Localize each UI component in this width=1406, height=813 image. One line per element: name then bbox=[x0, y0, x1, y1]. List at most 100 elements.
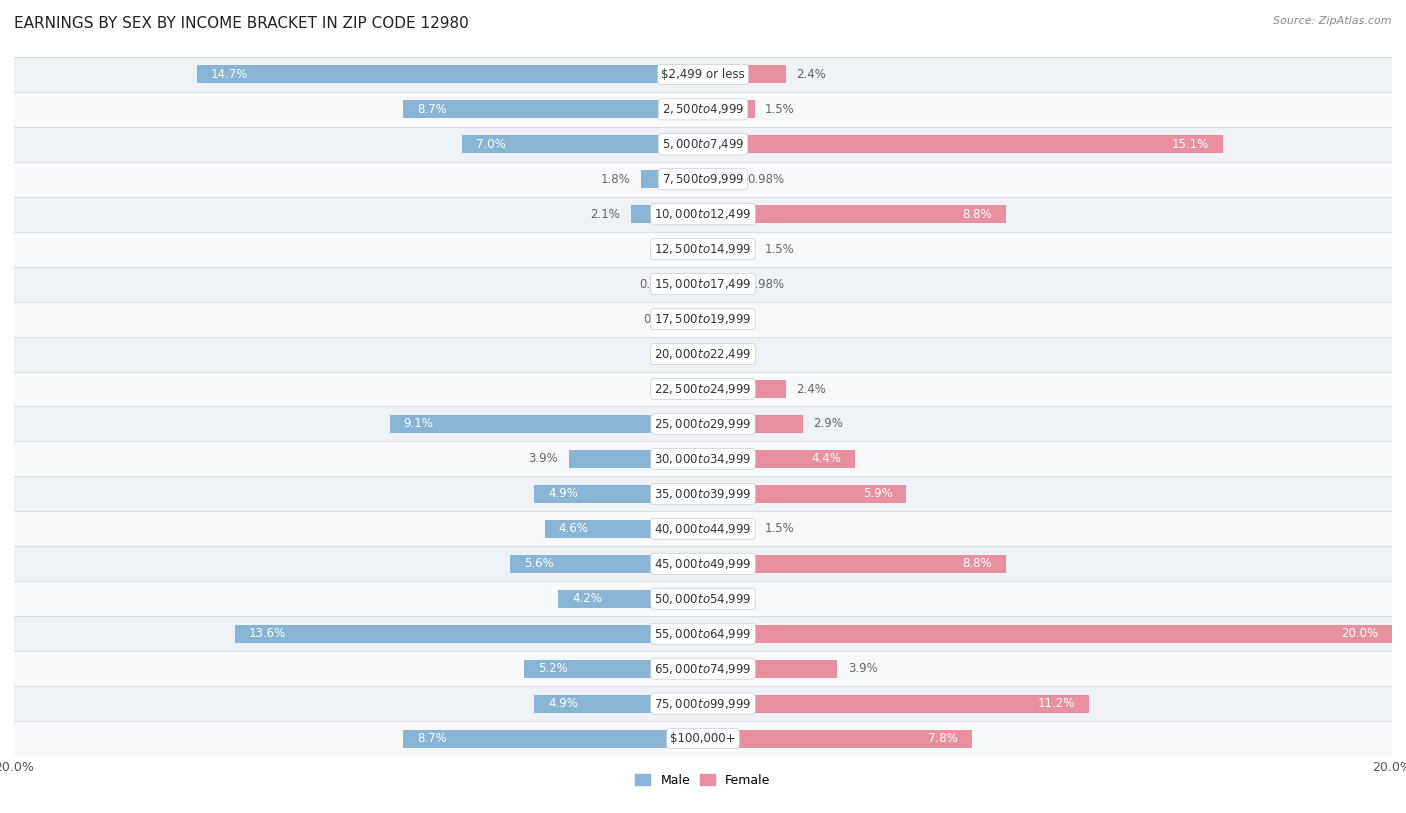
Text: $17,500 to $19,999: $17,500 to $19,999 bbox=[654, 312, 752, 326]
Text: 5.2%: 5.2% bbox=[537, 663, 568, 675]
Bar bbox=[510, 554, 703, 573]
Bar bbox=[703, 170, 737, 189]
Text: 1.5%: 1.5% bbox=[765, 523, 794, 535]
Text: 2.4%: 2.4% bbox=[796, 383, 825, 395]
Text: 8.7%: 8.7% bbox=[418, 733, 447, 745]
Bar bbox=[703, 380, 786, 398]
Bar bbox=[703, 450, 855, 468]
Bar bbox=[703, 624, 1392, 643]
Bar bbox=[703, 240, 755, 259]
Text: 4.9%: 4.9% bbox=[548, 698, 578, 710]
Bar bbox=[703, 205, 1007, 224]
Bar bbox=[14, 476, 1392, 511]
Bar bbox=[534, 694, 703, 713]
Text: 1.8%: 1.8% bbox=[600, 173, 631, 185]
Bar bbox=[14, 372, 1392, 406]
Text: $2,500 to $4,999: $2,500 to $4,999 bbox=[662, 102, 744, 116]
Text: 8.8%: 8.8% bbox=[963, 558, 993, 570]
Bar bbox=[544, 520, 703, 538]
Bar bbox=[14, 232, 1392, 267]
Text: 3.9%: 3.9% bbox=[529, 453, 558, 465]
Text: $25,000 to $29,999: $25,000 to $29,999 bbox=[654, 417, 752, 431]
Text: 1.5%: 1.5% bbox=[765, 103, 794, 115]
Bar bbox=[690, 310, 703, 328]
Bar bbox=[703, 275, 737, 293]
Text: 0.0%: 0.0% bbox=[713, 313, 742, 325]
Bar bbox=[641, 170, 703, 189]
Bar bbox=[703, 520, 755, 538]
Bar bbox=[14, 92, 1392, 127]
Bar bbox=[235, 624, 703, 643]
Text: $40,000 to $44,999: $40,000 to $44,999 bbox=[654, 522, 752, 536]
Bar bbox=[703, 135, 1223, 154]
Bar bbox=[14, 581, 1392, 616]
Text: $10,000 to $12,499: $10,000 to $12,499 bbox=[654, 207, 752, 221]
Bar bbox=[703, 554, 1007, 573]
Text: 7.0%: 7.0% bbox=[475, 138, 505, 150]
Text: $100,000+: $100,000+ bbox=[671, 733, 735, 745]
Text: $30,000 to $34,999: $30,000 to $34,999 bbox=[654, 452, 752, 466]
Bar bbox=[703, 659, 838, 678]
Text: 0.98%: 0.98% bbox=[747, 278, 785, 290]
Text: 4.4%: 4.4% bbox=[811, 453, 841, 465]
Text: 0.35%: 0.35% bbox=[644, 313, 681, 325]
Bar bbox=[703, 415, 803, 433]
Text: EARNINGS BY SEX BY INCOME BRACKET IN ZIP CODE 12980: EARNINGS BY SEX BY INCOME BRACKET IN ZIP… bbox=[14, 16, 468, 31]
Text: $7,500 to $9,999: $7,500 to $9,999 bbox=[662, 172, 744, 186]
Bar bbox=[703, 485, 907, 503]
Bar bbox=[14, 197, 1392, 232]
Text: 0.7%: 0.7% bbox=[638, 278, 669, 290]
Text: 11.2%: 11.2% bbox=[1038, 698, 1076, 710]
Bar bbox=[14, 651, 1392, 686]
Text: $75,000 to $99,999: $75,000 to $99,999 bbox=[654, 697, 752, 711]
Text: $45,000 to $49,999: $45,000 to $49,999 bbox=[654, 557, 752, 571]
Bar bbox=[568, 450, 703, 468]
Bar bbox=[703, 100, 755, 119]
Text: 5.9%: 5.9% bbox=[863, 488, 893, 500]
Text: $20,000 to $22,499: $20,000 to $22,499 bbox=[654, 347, 752, 361]
Bar bbox=[404, 100, 703, 119]
Text: 8.8%: 8.8% bbox=[963, 208, 993, 220]
Text: $50,000 to $54,999: $50,000 to $54,999 bbox=[654, 592, 752, 606]
Bar bbox=[14, 162, 1392, 197]
Bar bbox=[703, 65, 786, 84]
Text: 0.0%: 0.0% bbox=[664, 243, 693, 255]
Bar bbox=[14, 441, 1392, 476]
Text: $5,000 to $7,499: $5,000 to $7,499 bbox=[662, 137, 744, 151]
Bar bbox=[197, 65, 703, 84]
Bar bbox=[524, 659, 703, 678]
Text: $65,000 to $74,999: $65,000 to $74,999 bbox=[654, 662, 752, 676]
Text: 2.4%: 2.4% bbox=[796, 68, 825, 80]
Text: 4.6%: 4.6% bbox=[558, 523, 588, 535]
Bar bbox=[14, 721, 1392, 756]
Bar bbox=[534, 485, 703, 503]
Bar bbox=[14, 511, 1392, 546]
Text: $15,000 to $17,499: $15,000 to $17,499 bbox=[654, 277, 752, 291]
Text: 8.7%: 8.7% bbox=[418, 103, 447, 115]
Bar bbox=[14, 127, 1392, 162]
Bar bbox=[461, 135, 703, 154]
Text: $55,000 to $64,999: $55,000 to $64,999 bbox=[654, 627, 752, 641]
Bar bbox=[404, 729, 703, 748]
Text: 1.5%: 1.5% bbox=[765, 243, 794, 255]
Bar bbox=[389, 415, 703, 433]
Bar bbox=[558, 589, 703, 608]
Text: 2.1%: 2.1% bbox=[591, 208, 620, 220]
Bar bbox=[14, 267, 1392, 302]
Text: 15.1%: 15.1% bbox=[1173, 138, 1209, 150]
Bar bbox=[631, 205, 703, 224]
Text: 0.98%: 0.98% bbox=[747, 173, 785, 185]
Text: 13.6%: 13.6% bbox=[249, 628, 285, 640]
Bar bbox=[703, 694, 1088, 713]
Bar bbox=[14, 406, 1392, 441]
Text: $35,000 to $39,999: $35,000 to $39,999 bbox=[654, 487, 752, 501]
Bar bbox=[679, 275, 703, 293]
Bar bbox=[14, 546, 1392, 581]
Text: $12,500 to $14,999: $12,500 to $14,999 bbox=[654, 242, 752, 256]
Text: 0.0%: 0.0% bbox=[664, 383, 693, 395]
Legend: Male, Female: Male, Female bbox=[630, 769, 776, 792]
Bar bbox=[703, 729, 972, 748]
Text: 3.9%: 3.9% bbox=[848, 663, 877, 675]
Text: 0.0%: 0.0% bbox=[713, 593, 742, 605]
Bar bbox=[14, 337, 1392, 372]
